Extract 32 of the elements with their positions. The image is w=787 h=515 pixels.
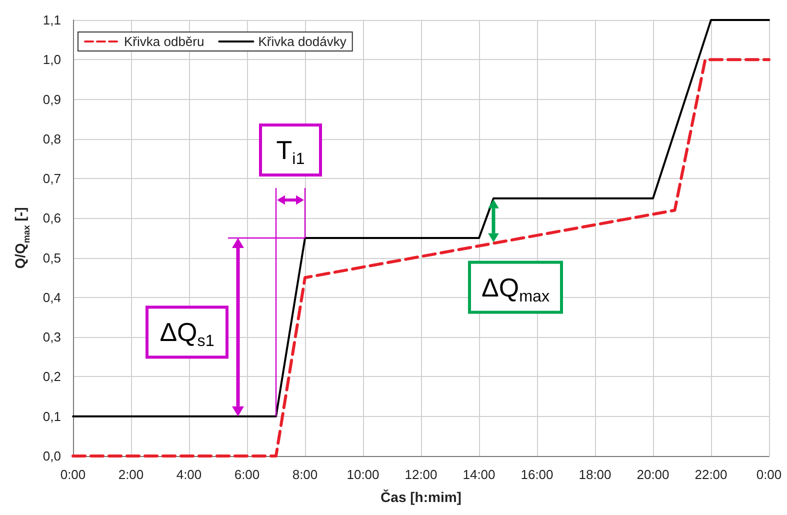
y-tick-label: 0,9: [42, 92, 61, 107]
x-tick-label: 20:00: [636, 467, 670, 482]
y-tick-label: 0,8: [42, 131, 61, 146]
x-tick-label: 16:00: [520, 467, 554, 482]
annotation: ΔQ$_{s1}$: [160, 317, 214, 350]
y-tick-label: 0,4: [42, 290, 61, 305]
x-axis-title: Čas [h:mim]: [380, 489, 462, 505]
x-tick-label: 6:00: [234, 467, 260, 482]
y-tick-label: 1,0: [42, 52, 61, 68]
y-tick-label: 0,6: [42, 210, 61, 226]
y-tick-label: 0,7: [42, 171, 61, 186]
x-tick-label: 4:00: [176, 467, 202, 482]
x-tick-label: 2:00: [118, 467, 144, 482]
x-tick-label: 22:00: [694, 467, 728, 482]
y-tick-label: 0,0: [42, 448, 61, 464]
x-tick-label: 12:00: [404, 467, 438, 482]
x-tick-label: 0:00: [756, 467, 782, 482]
x-tick-label: 18:00: [578, 467, 612, 482]
y-tick-label: 1,1: [42, 12, 61, 28]
legend-label: Křivka odběru: [124, 34, 204, 49]
x-tick-label: 14:00: [462, 467, 496, 482]
y-tick-label: 0,2: [42, 369, 61, 384]
annotation: ΔQ$_{max}$: [481, 272, 550, 306]
y-tick-label: 0,1: [42, 408, 61, 424]
annotation: T$_{i1}$: [276, 135, 305, 168]
x-tick-label: 10:00: [346, 467, 380, 482]
x-tick-label: 8:00: [292, 467, 318, 482]
legend-label: Křivka dodávky: [258, 34, 347, 49]
y-tick-label: 0,5: [42, 250, 61, 266]
x-tick-label: 0:00: [60, 467, 86, 482]
y-tick-label: 0,3: [42, 330, 61, 345]
y-axis-title: Q/Qmax [-]: [12, 207, 32, 269]
